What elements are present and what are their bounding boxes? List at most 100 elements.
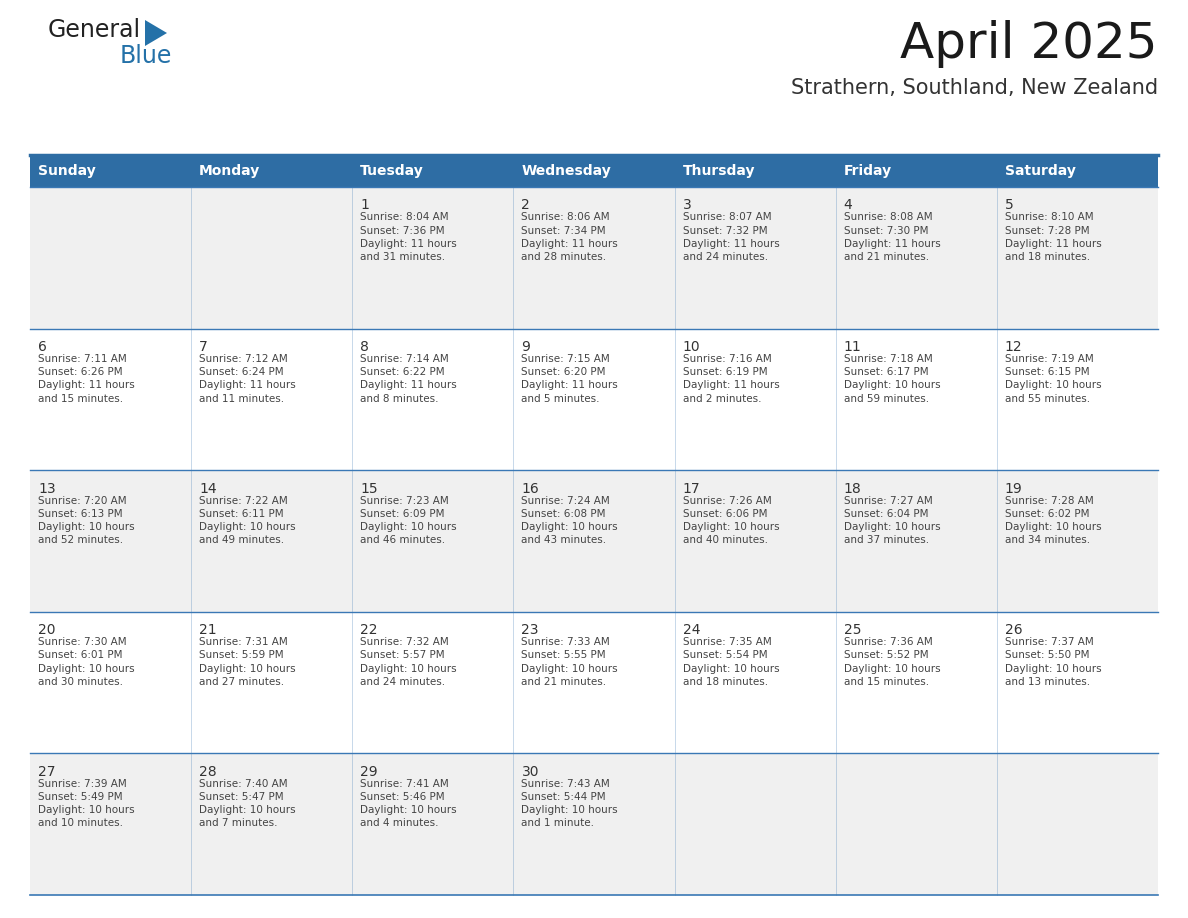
- Bar: [675, 329, 835, 470]
- Text: 7: 7: [200, 340, 208, 354]
- Text: Sunrise: 7:11 AM
Sunset: 6:26 PM
Daylight: 11 hours
and 15 minutes.: Sunrise: 7:11 AM Sunset: 6:26 PM Dayligh…: [38, 354, 134, 404]
- Bar: [353, 611, 513, 754]
- Bar: [30, 611, 191, 754]
- Text: 8: 8: [360, 340, 369, 354]
- Text: 12: 12: [1005, 340, 1023, 354]
- Text: 5: 5: [1005, 198, 1013, 212]
- Text: Friday: Friday: [843, 164, 892, 178]
- Text: 19: 19: [1005, 482, 1023, 496]
- Text: 23: 23: [522, 623, 539, 637]
- Text: Sunrise: 7:35 AM
Sunset: 5:54 PM
Daylight: 10 hours
and 18 minutes.: Sunrise: 7:35 AM Sunset: 5:54 PM Dayligh…: [683, 637, 779, 687]
- Bar: [30, 754, 191, 895]
- Bar: [835, 155, 997, 187]
- Text: Sunrise: 7:20 AM
Sunset: 6:13 PM
Daylight: 10 hours
and 52 minutes.: Sunrise: 7:20 AM Sunset: 6:13 PM Dayligh…: [38, 496, 134, 545]
- Bar: [997, 155, 1158, 187]
- Text: 14: 14: [200, 482, 217, 496]
- Bar: [513, 470, 675, 611]
- Text: Sunrise: 7:26 AM
Sunset: 6:06 PM
Daylight: 10 hours
and 40 minutes.: Sunrise: 7:26 AM Sunset: 6:06 PM Dayligh…: [683, 496, 779, 545]
- Bar: [191, 187, 353, 329]
- Bar: [191, 611, 353, 754]
- Text: Strathern, Southland, New Zealand: Strathern, Southland, New Zealand: [791, 78, 1158, 98]
- Text: Sunrise: 7:30 AM
Sunset: 6:01 PM
Daylight: 10 hours
and 30 minutes.: Sunrise: 7:30 AM Sunset: 6:01 PM Dayligh…: [38, 637, 134, 687]
- Text: Sunrise: 8:08 AM
Sunset: 7:30 PM
Daylight: 11 hours
and 21 minutes.: Sunrise: 8:08 AM Sunset: 7:30 PM Dayligh…: [843, 212, 941, 262]
- Bar: [835, 754, 997, 895]
- Text: Monday: Monday: [200, 164, 260, 178]
- Bar: [835, 470, 997, 611]
- Bar: [835, 329, 997, 470]
- Bar: [353, 155, 513, 187]
- Text: 30: 30: [522, 765, 539, 778]
- Bar: [997, 329, 1158, 470]
- Bar: [997, 754, 1158, 895]
- Polygon shape: [145, 20, 168, 46]
- Bar: [30, 187, 191, 329]
- Text: Sunrise: 7:28 AM
Sunset: 6:02 PM
Daylight: 10 hours
and 34 minutes.: Sunrise: 7:28 AM Sunset: 6:02 PM Dayligh…: [1005, 496, 1101, 545]
- Bar: [675, 754, 835, 895]
- Text: 11: 11: [843, 340, 861, 354]
- Text: 1: 1: [360, 198, 369, 212]
- Bar: [997, 611, 1158, 754]
- Bar: [997, 187, 1158, 329]
- Bar: [997, 470, 1158, 611]
- Text: Sunrise: 7:36 AM
Sunset: 5:52 PM
Daylight: 10 hours
and 15 minutes.: Sunrise: 7:36 AM Sunset: 5:52 PM Dayligh…: [843, 637, 941, 687]
- Text: 24: 24: [683, 623, 700, 637]
- Text: Sunrise: 7:23 AM
Sunset: 6:09 PM
Daylight: 10 hours
and 46 minutes.: Sunrise: 7:23 AM Sunset: 6:09 PM Dayligh…: [360, 496, 457, 545]
- Text: Sunrise: 7:43 AM
Sunset: 5:44 PM
Daylight: 10 hours
and 1 minute.: Sunrise: 7:43 AM Sunset: 5:44 PM Dayligh…: [522, 778, 618, 828]
- Text: Sunrise: 8:07 AM
Sunset: 7:32 PM
Daylight: 11 hours
and 24 minutes.: Sunrise: 8:07 AM Sunset: 7:32 PM Dayligh…: [683, 212, 779, 262]
- Bar: [513, 155, 675, 187]
- Text: Sunrise: 7:33 AM
Sunset: 5:55 PM
Daylight: 10 hours
and 21 minutes.: Sunrise: 7:33 AM Sunset: 5:55 PM Dayligh…: [522, 637, 618, 687]
- Text: Sunrise: 7:39 AM
Sunset: 5:49 PM
Daylight: 10 hours
and 10 minutes.: Sunrise: 7:39 AM Sunset: 5:49 PM Dayligh…: [38, 778, 134, 828]
- Text: Sunrise: 7:32 AM
Sunset: 5:57 PM
Daylight: 10 hours
and 24 minutes.: Sunrise: 7:32 AM Sunset: 5:57 PM Dayligh…: [360, 637, 457, 687]
- Text: 20: 20: [38, 623, 56, 637]
- Text: 29: 29: [360, 765, 378, 778]
- Bar: [30, 155, 191, 187]
- Text: 28: 28: [200, 765, 217, 778]
- Text: 22: 22: [360, 623, 378, 637]
- Text: Sunrise: 7:31 AM
Sunset: 5:59 PM
Daylight: 10 hours
and 27 minutes.: Sunrise: 7:31 AM Sunset: 5:59 PM Dayligh…: [200, 637, 296, 687]
- Bar: [513, 754, 675, 895]
- Text: Sunrise: 8:10 AM
Sunset: 7:28 PM
Daylight: 11 hours
and 18 minutes.: Sunrise: 8:10 AM Sunset: 7:28 PM Dayligh…: [1005, 212, 1101, 262]
- Text: 2: 2: [522, 198, 530, 212]
- Text: 3: 3: [683, 198, 691, 212]
- Text: Thursday: Thursday: [683, 164, 756, 178]
- Bar: [835, 187, 997, 329]
- Text: 10: 10: [683, 340, 700, 354]
- Bar: [191, 155, 353, 187]
- Text: 25: 25: [843, 623, 861, 637]
- Text: Sunrise: 7:14 AM
Sunset: 6:22 PM
Daylight: 11 hours
and 8 minutes.: Sunrise: 7:14 AM Sunset: 6:22 PM Dayligh…: [360, 354, 457, 404]
- Text: 21: 21: [200, 623, 217, 637]
- Text: Sunrise: 7:27 AM
Sunset: 6:04 PM
Daylight: 10 hours
and 37 minutes.: Sunrise: 7:27 AM Sunset: 6:04 PM Dayligh…: [843, 496, 941, 545]
- Text: April 2025: April 2025: [901, 20, 1158, 68]
- Text: 15: 15: [360, 482, 378, 496]
- Text: 9: 9: [522, 340, 530, 354]
- Text: General: General: [48, 18, 141, 42]
- Bar: [353, 754, 513, 895]
- Text: Blue: Blue: [120, 44, 172, 68]
- Bar: [353, 470, 513, 611]
- Bar: [191, 329, 353, 470]
- Text: Sunrise: 7:22 AM
Sunset: 6:11 PM
Daylight: 10 hours
and 49 minutes.: Sunrise: 7:22 AM Sunset: 6:11 PM Dayligh…: [200, 496, 296, 545]
- Bar: [30, 329, 191, 470]
- Text: 6: 6: [38, 340, 48, 354]
- Text: Sunrise: 7:40 AM
Sunset: 5:47 PM
Daylight: 10 hours
and 7 minutes.: Sunrise: 7:40 AM Sunset: 5:47 PM Dayligh…: [200, 778, 296, 828]
- Text: Sunrise: 7:19 AM
Sunset: 6:15 PM
Daylight: 10 hours
and 55 minutes.: Sunrise: 7:19 AM Sunset: 6:15 PM Dayligh…: [1005, 354, 1101, 404]
- Text: Sunrise: 8:04 AM
Sunset: 7:36 PM
Daylight: 11 hours
and 31 minutes.: Sunrise: 8:04 AM Sunset: 7:36 PM Dayligh…: [360, 212, 457, 262]
- Bar: [513, 611, 675, 754]
- Bar: [513, 187, 675, 329]
- Bar: [353, 187, 513, 329]
- Bar: [353, 329, 513, 470]
- Bar: [675, 470, 835, 611]
- Bar: [191, 754, 353, 895]
- Text: Sunrise: 7:16 AM
Sunset: 6:19 PM
Daylight: 11 hours
and 2 minutes.: Sunrise: 7:16 AM Sunset: 6:19 PM Dayligh…: [683, 354, 779, 404]
- Text: Tuesday: Tuesday: [360, 164, 424, 178]
- Text: Sunrise: 7:37 AM
Sunset: 5:50 PM
Daylight: 10 hours
and 13 minutes.: Sunrise: 7:37 AM Sunset: 5:50 PM Dayligh…: [1005, 637, 1101, 687]
- Text: Sunday: Sunday: [38, 164, 96, 178]
- Bar: [675, 611, 835, 754]
- Bar: [835, 611, 997, 754]
- Text: 16: 16: [522, 482, 539, 496]
- Text: 13: 13: [38, 482, 56, 496]
- Text: Saturday: Saturday: [1005, 164, 1076, 178]
- Text: Sunrise: 7:41 AM
Sunset: 5:46 PM
Daylight: 10 hours
and 4 minutes.: Sunrise: 7:41 AM Sunset: 5:46 PM Dayligh…: [360, 778, 457, 828]
- Text: Sunrise: 8:06 AM
Sunset: 7:34 PM
Daylight: 11 hours
and 28 minutes.: Sunrise: 8:06 AM Sunset: 7:34 PM Dayligh…: [522, 212, 618, 262]
- Text: Sunrise: 7:15 AM
Sunset: 6:20 PM
Daylight: 11 hours
and 5 minutes.: Sunrise: 7:15 AM Sunset: 6:20 PM Dayligh…: [522, 354, 618, 404]
